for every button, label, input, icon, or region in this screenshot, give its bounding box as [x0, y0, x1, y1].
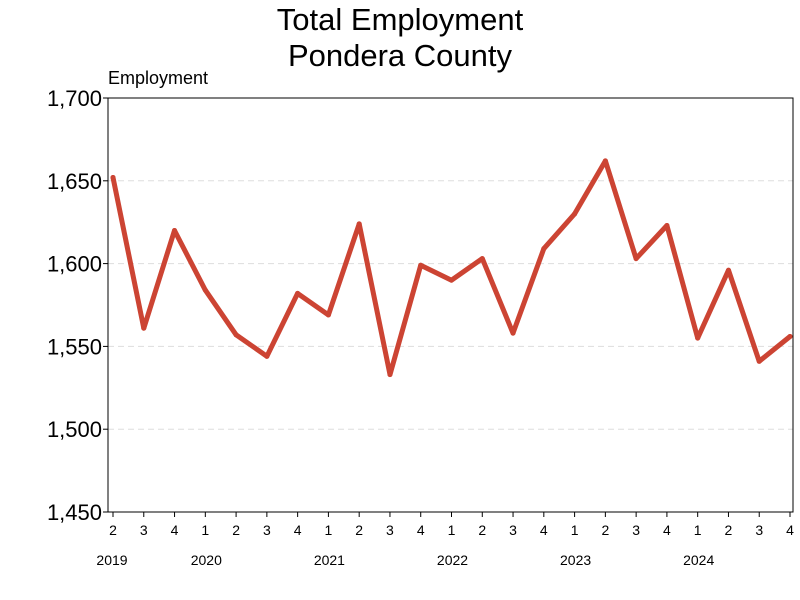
- data-point-20: [725, 267, 731, 273]
- data-point-2: [172, 227, 178, 233]
- x-tick-label-14: 4: [540, 522, 548, 538]
- data-point-11: [449, 277, 454, 283]
- series-line: [110, 158, 793, 378]
- x-tick-label-8: 2: [355, 522, 363, 538]
- y-tick-label-1650: 1,650: [47, 169, 102, 194]
- x-tick-label-6: 4: [294, 522, 302, 538]
- data-point-5: [264, 353, 270, 359]
- x-axis: 2 3 4 1 2 3 4 1 2 3 4 1 2 3 4 1 2 3 4 1 2 3 4 2019 2020 2021 2022 2…: [96, 512, 794, 568]
- y-tick-label-1550: 1,550: [47, 334, 102, 359]
- data-point-8: [356, 221, 362, 227]
- plot-frame: [107, 97, 794, 513]
- x-tick-label-11: 1: [448, 522, 456, 538]
- year-label-2024: 2024: [683, 552, 714, 568]
- data-point-12: [479, 256, 485, 262]
- x-tick-label-21: 3: [755, 522, 763, 538]
- year-label-2019: 2019: [96, 552, 127, 568]
- x-tick-label-9: 3: [386, 522, 394, 538]
- year-label-2021: 2021: [314, 552, 345, 568]
- y-axis-label: Employment: [108, 68, 209, 88]
- year-label-2022: 2022: [437, 552, 468, 568]
- chart-title-line-1: Total Employment: [276, 2, 524, 37]
- y-tick-label-1700: 1,700: [47, 86, 102, 111]
- x-tick-label-18: 4: [663, 522, 671, 538]
- year-label-2023: 2023: [560, 552, 591, 568]
- x-tick-label-4: 2: [232, 522, 240, 538]
- chart-title-line-2: Pondera County: [287, 38, 513, 73]
- data-point-0: [110, 174, 116, 180]
- data-point-21: [756, 358, 762, 364]
- data-point-15: [572, 211, 578, 217]
- data-point-1: [141, 325, 147, 331]
- data-point-14: [541, 246, 547, 252]
- x-tick-label-12: 2: [478, 522, 486, 538]
- data-point-7: [325, 312, 331, 318]
- x-tick-label-16: 2: [601, 522, 609, 538]
- series-employment: [110, 158, 793, 378]
- x-tick-label-7: 1: [325, 522, 333, 538]
- y-tick-label-1450: 1,450: [47, 500, 102, 525]
- gridlines: [108, 180, 793, 430]
- x-tick-label-15: 1: [571, 522, 579, 538]
- x-tick-label-13: 3: [509, 522, 517, 538]
- data-point-4: [233, 332, 239, 338]
- year-label-2020: 2020: [191, 552, 222, 568]
- data-point-10: [418, 262, 424, 268]
- y-tick-label-1600: 1,600: [47, 252, 102, 277]
- x-tick-label-19: 1: [694, 522, 702, 538]
- data-point-18: [664, 223, 670, 229]
- x-tick-label-5: 3: [263, 522, 271, 538]
- x-tick-label-10: 4: [417, 522, 425, 538]
- y-axis: 1,450 1,500 1,550 1,600 1,650 1,700: [47, 86, 108, 525]
- data-point-9: [387, 372, 393, 378]
- x-tick-label-20: 2: [725, 522, 733, 538]
- data-point-19: [695, 335, 701, 341]
- data-point-3: [202, 287, 208, 293]
- x-tick-label-0: 2: [109, 522, 117, 538]
- data-point-16: [602, 158, 608, 164]
- data-point-6: [295, 290, 301, 296]
- x-tick-label-3: 1: [201, 522, 209, 538]
- data-point-13: [510, 330, 516, 336]
- y-tick-label-1500: 1,500: [47, 417, 102, 442]
- x-tick-label-1: 3: [140, 522, 148, 538]
- x-tick-label-22: 4: [786, 522, 794, 538]
- data-point-17: [633, 256, 639, 262]
- x-tick-label-2: 4: [171, 522, 179, 538]
- x-tick-label-17: 3: [632, 522, 640, 538]
- data-point-22: [787, 333, 793, 339]
